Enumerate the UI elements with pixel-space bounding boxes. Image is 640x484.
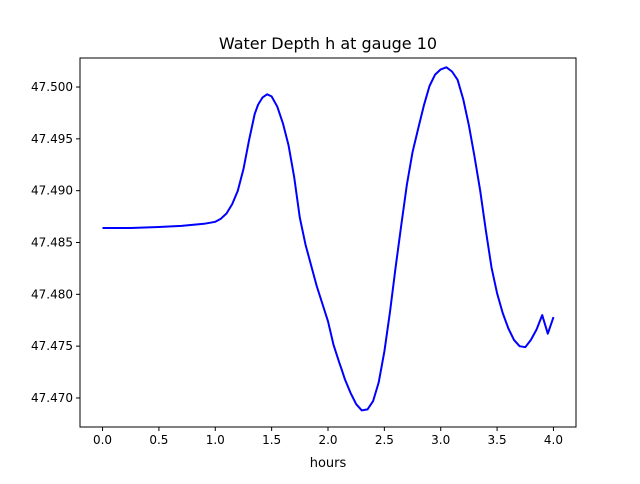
- y-tick-label: 47.495: [31, 132, 73, 146]
- x-tick-label: 0.5: [149, 433, 168, 447]
- x-tick-label: 4.0: [544, 433, 563, 447]
- x-axis-label: hours: [310, 456, 347, 471]
- series-line-water-depth: [102, 66, 555, 412]
- x-tick-label: 2.5: [375, 433, 394, 447]
- y-axis-ticks: 47.470 47.475 47.480 47.485 47.490 47.495 47.5…: [31, 80, 80, 405]
- x-tick-label: 0.0: [93, 433, 112, 447]
- y-tick-label: 47.475: [31, 339, 73, 353]
- x-tick-label: 1.0: [206, 433, 225, 447]
- x-tick-label: 1.5: [262, 433, 281, 447]
- x-tick-label: 3.5: [488, 433, 507, 447]
- y-tick-label: 47.480: [31, 287, 73, 301]
- y-tick-label: 47.485: [31, 236, 73, 250]
- x-tick-label: 3.0: [431, 433, 450, 447]
- plot-frame: [79, 57, 577, 428]
- x-axis-ticks: 0.0 0.5 1.0 1.5 2.0 2.5 3.0 3.5 4.0: [93, 427, 563, 447]
- y-tick-label: 47.500: [31, 80, 73, 94]
- x-tick-label: 2.0: [318, 433, 337, 447]
- chart-title: Water Depth h at gauge 10: [219, 34, 437, 53]
- y-tick-label: 47.470: [31, 391, 73, 405]
- y-tick-label: 47.490: [31, 184, 73, 198]
